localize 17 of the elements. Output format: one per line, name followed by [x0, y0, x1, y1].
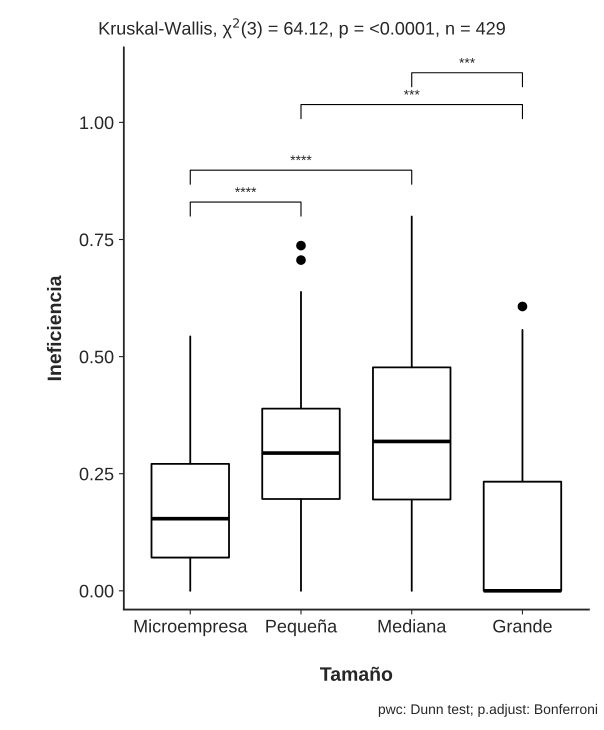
text: pwc: Dunn test; p.adjust: Bonferroni: [378, 704, 598, 717]
annotation: ***: [459, 58, 475, 63]
y-axis-title: Ineficiencia: [46, 275, 62, 380]
y-tick-label: 0.25: [80, 468, 114, 480]
x-axis-title: Tamaño: [320, 666, 392, 681]
chart-title: Kruskal-Wallis, χ$^{2}$(3) = 64.12, p = <0.0001, n = 429: [100, 18, 505, 38]
x-tick-label: Mediana: [378, 619, 446, 633]
y-tick-label: 0.75: [80, 233, 114, 246]
annotation: ***: [404, 90, 420, 95]
y-tick-label: 0.00: [80, 584, 114, 598]
annotation: ****: [235, 187, 256, 192]
x-tick-label: Pequeña: [266, 619, 338, 636]
x-tick-label: Microempresa: [134, 619, 248, 636]
annotation: ****: [290, 155, 312, 160]
x-tick-label: Grande: [493, 619, 552, 633]
y-tick-label: 1.00: [80, 116, 114, 130]
y-tick-label: 0.50: [80, 350, 114, 364]
